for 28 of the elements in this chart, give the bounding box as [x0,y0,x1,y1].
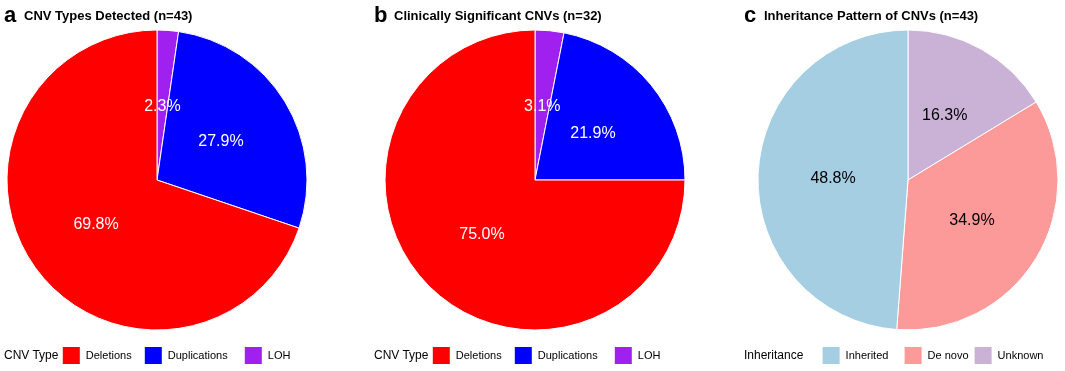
text: c [744,2,757,27]
legend-title: CNV Type [374,348,429,362]
data-label: 69.8% [73,215,119,233]
legend-label: De novo [927,349,969,361]
data-label: 34.9% [949,210,995,228]
legend-title: Inheritance [744,348,804,362]
chart-title: Clinically Significant CNVs (n=32) [394,8,602,23]
legend-label: LOH [637,349,661,361]
data-label: 2.3% [144,96,181,114]
legend-label: Inherited [845,349,889,361]
data-label: 75.0% [459,224,505,242]
legend-label: Deletions [85,349,133,361]
data-label: 48.8% [810,168,856,186]
data-label: 21.9% [570,123,616,141]
text: b [374,2,388,27]
data-label: 27.9% [198,132,244,150]
legend-label: Duplications [167,349,229,361]
legend-label: Unknown [997,349,1044,361]
legend-label: LOH [267,349,291,361]
chart-title: Inheritance Pattern of CNVs (n=43) [764,8,979,23]
legend-label: Deletions [455,349,503,361]
data-label: 3.1% [524,96,561,114]
legend-title: CNV Type [4,348,59,362]
legend-label: Duplications [537,349,599,361]
data-label: 16.3% [922,106,968,124]
pie-slice [384,29,686,331]
chart-title: CNV Types Detected (n=43) [24,8,193,23]
text: a [4,2,17,27]
